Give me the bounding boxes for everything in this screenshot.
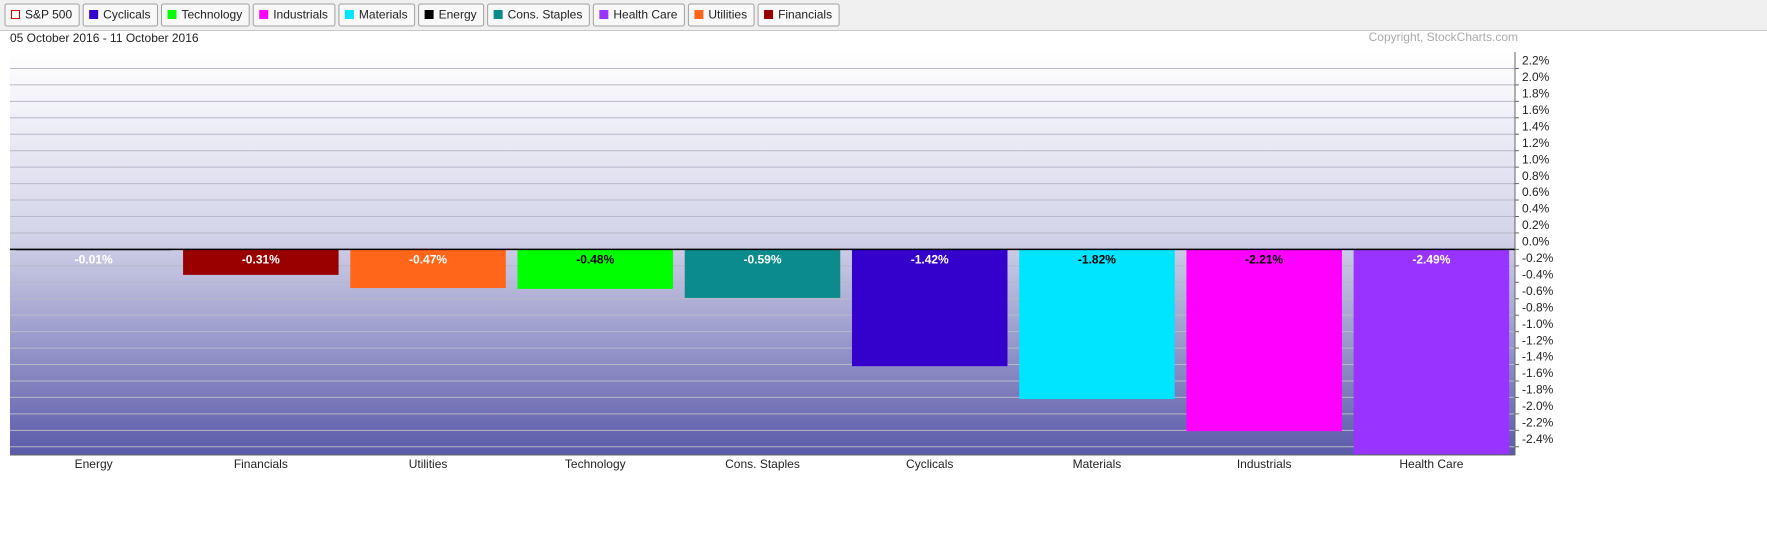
legend-label[interactable]: Cons. Staples <box>508 8 583 22</box>
legend-label[interactable]: S&P 500 <box>25 8 72 22</box>
legend-swatch <box>167 10 177 19</box>
value-label: -0.47% <box>409 253 447 267</box>
x-tick-label: Health Care <box>1399 457 1463 471</box>
y-tick-label: -0.4% <box>1522 267 1554 281</box>
y-tick-label: 0.4% <box>1522 202 1550 216</box>
legend-swatch <box>764 10 774 19</box>
legend-label[interactable]: Financials <box>778 8 832 22</box>
legend-swatch <box>424 10 434 19</box>
legend-label[interactable]: Energy <box>439 8 477 22</box>
legend-button-box[interactable] <box>338 3 416 27</box>
y-tick-label: 1.6% <box>1522 103 1550 117</box>
value-label: -0.31% <box>242 253 280 267</box>
legend-button-box[interactable] <box>161 3 250 27</box>
legend-button[interactable]: Materials <box>338 3 416 27</box>
legend-button[interactable]: S&P 500 <box>4 3 80 27</box>
y-tick-label: -1.0% <box>1522 317 1554 331</box>
legend-label[interactable]: Materials <box>359 8 408 22</box>
date-range: 05 October 2016 - 11 October 2016 <box>10 31 199 45</box>
bar <box>851 249 1008 367</box>
y-tick-label: 1.2% <box>1522 136 1550 150</box>
legend-button[interactable]: Health Care <box>592 3 685 27</box>
x-tick-label: Materials <box>1073 457 1122 471</box>
y-tick-label: -0.6% <box>1522 284 1554 298</box>
y-tick-label: -0.8% <box>1522 300 1554 314</box>
legend-label[interactable]: Health Care <box>613 8 677 22</box>
y-tick-label: 1.0% <box>1522 152 1550 166</box>
bar <box>1019 249 1175 400</box>
value-label: -2.21% <box>1245 253 1283 267</box>
legend-swatch <box>599 10 609 19</box>
y-tick-label: -2.2% <box>1522 415 1554 429</box>
legend-button[interactable]: Energy <box>418 3 485 27</box>
legend-button[interactable]: Industrials <box>252 3 336 27</box>
legend-swatch <box>11 10 20 19</box>
bar <box>517 249 674 289</box>
legend-label[interactable]: Utilities <box>708 8 747 22</box>
y-tick-label: -1.4% <box>1522 350 1554 364</box>
legend-button-box[interactable] <box>82 3 158 27</box>
y-tick-label: 1.8% <box>1522 87 1550 101</box>
y-tick-label: -0.2% <box>1522 251 1554 265</box>
legend-swatch <box>493 10 503 19</box>
legend-button-box[interactable] <box>4 3 80 27</box>
legend-button[interactable]: Utilities <box>687 3 755 27</box>
y-tick-label: 0.0% <box>1522 235 1550 249</box>
x-tick-label: Industrials <box>1237 457 1292 471</box>
value-label: -1.82% <box>1078 253 1116 267</box>
legend-button[interactable]: Technology <box>161 3 250 27</box>
x-tick-label: Utilities <box>409 457 448 471</box>
bar <box>1186 249 1342 432</box>
x-tick-label: Financials <box>234 457 288 471</box>
legend-swatch <box>344 10 354 19</box>
y-tick-label: -2.4% <box>1522 432 1554 446</box>
bar <box>183 249 339 275</box>
x-tick-label: Cyclicals <box>906 457 953 471</box>
value-label: -1.42% <box>911 253 949 267</box>
legend-swatch <box>259 10 269 19</box>
legend-button[interactable]: Financials <box>757 3 840 27</box>
bar <box>684 249 841 298</box>
value-label: -2.49% <box>1412 253 1450 267</box>
y-tick-label: 2.0% <box>1522 70 1550 84</box>
legend-swatch <box>694 10 704 19</box>
legend-button-box[interactable] <box>757 3 840 27</box>
y-tick-label: 1.4% <box>1522 119 1550 133</box>
y-tick-label: 0.2% <box>1522 218 1550 232</box>
legend-button[interactable]: Cyclicals <box>82 3 158 27</box>
bar <box>1353 249 1510 455</box>
y-tick-label: 0.8% <box>1522 169 1550 183</box>
legend-button-box[interactable] <box>418 3 485 27</box>
legend-label[interactable]: Industrials <box>273 8 328 22</box>
value-label: -0.48% <box>576 253 614 267</box>
y-tick-label: -1.2% <box>1522 333 1554 347</box>
legend-button-box[interactable] <box>252 3 336 27</box>
legend-label[interactable]: Cyclicals <box>103 8 150 22</box>
x-tick-label: Energy <box>75 457 113 471</box>
legend-swatch <box>89 10 99 19</box>
legend-button-box[interactable] <box>687 3 755 27</box>
legend-button-box[interactable] <box>592 3 685 27</box>
legend-button-box[interactable] <box>487 3 590 27</box>
legend-label[interactable]: Technology <box>182 8 243 22</box>
y-tick-label: -1.8% <box>1522 383 1554 397</box>
y-tick-label: 0.6% <box>1522 185 1550 199</box>
y-tick-label: -2.0% <box>1522 399 1554 413</box>
x-tick-label: Cons. Staples <box>725 457 800 471</box>
legend-button[interactable]: Cons. Staples <box>487 3 590 27</box>
value-label: -0.01% <box>75 253 113 267</box>
bar <box>350 249 506 289</box>
copyright: Copyright, StockCharts.com <box>1369 30 1518 44</box>
y-tick-label: 2.2% <box>1522 54 1550 68</box>
value-label: -0.59% <box>743 253 781 267</box>
y-tick-label: -1.6% <box>1522 366 1554 380</box>
x-tick-label: Technology <box>565 457 626 471</box>
